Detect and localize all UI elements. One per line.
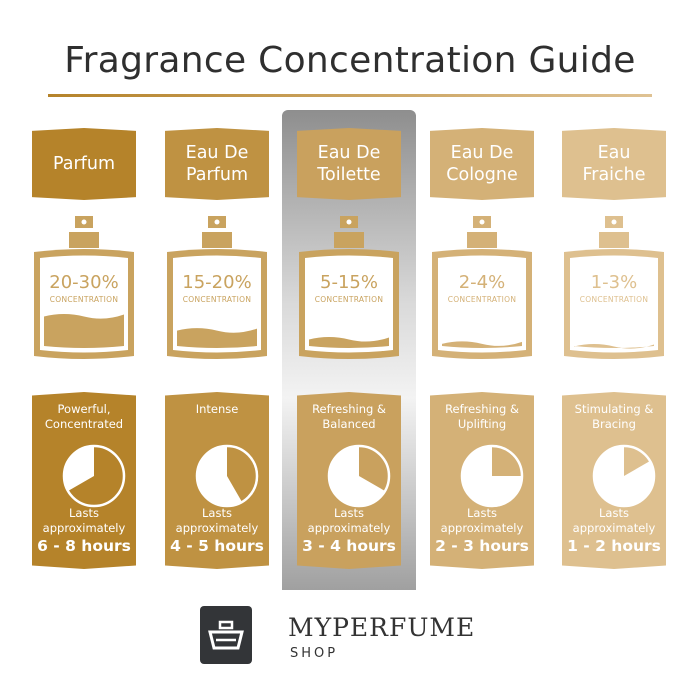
pie-hours-wedge xyxy=(68,446,124,506)
column-2: Eau De Toilette 5-15% CONCENTRATION Refre… xyxy=(297,0,401,700)
approx-label: approximately xyxy=(175,521,259,535)
description-line: Refreshing & xyxy=(445,402,519,416)
bottle-neck xyxy=(202,232,232,248)
lasts-label: Lasts xyxy=(467,506,497,520)
pie-hours-wedge xyxy=(492,446,522,476)
column-1: Eau De Parfum 15-20% CONCENTRATION Intens… xyxy=(165,0,269,700)
clock-pie-icon xyxy=(62,444,126,508)
bottle-neck xyxy=(69,232,99,248)
column-3: Eau De Cologne 2-4% CONCENTRATION Refresh… xyxy=(430,0,534,700)
bottle-neck xyxy=(467,232,497,248)
duration-hours: 4 - 5 hours xyxy=(170,537,264,555)
description-line: Balanced xyxy=(322,417,376,431)
bottle-icon xyxy=(167,216,267,359)
title-divider xyxy=(48,94,652,97)
concentration-percent: 2-4% xyxy=(458,272,506,293)
approx-label: approximately xyxy=(572,521,656,535)
longevity-card: Stimulating & Bracing Lasts approximately … xyxy=(562,392,666,569)
type-name-line: Parfum xyxy=(186,165,248,185)
approx-label: approximately xyxy=(440,521,524,535)
brand-subtitle: SHOP xyxy=(290,646,339,661)
description-line: Refreshing & xyxy=(312,402,386,416)
column-4: Eau Fraiche 1-3% CONCENTRATION Stimulatin… xyxy=(562,0,666,700)
lasts-label: Lasts xyxy=(69,506,99,520)
concentration-percent: 1-3% xyxy=(590,272,638,293)
bottle-liquid xyxy=(177,328,257,348)
bottle-nozzle xyxy=(214,219,220,225)
concentration-percent: 20-30% xyxy=(49,272,119,293)
bottle-icon xyxy=(34,216,134,359)
lasts-label: Lasts xyxy=(334,506,364,520)
concentration-percent: 5-15% xyxy=(320,272,378,293)
concentration-label: CONCENTRATION xyxy=(182,295,252,304)
lasts-label: Lasts xyxy=(202,506,232,520)
bottle-nozzle xyxy=(611,219,617,225)
clock-pie-icon xyxy=(195,444,259,508)
bottle-liquid xyxy=(44,314,124,348)
duration-hours: 3 - 4 hours xyxy=(302,537,396,555)
clock-pie-icon xyxy=(327,444,391,508)
type-name-line: Eau De xyxy=(317,143,381,163)
longevity-card: Powerful, Concentrated Lasts approximately… xyxy=(32,392,136,569)
concentration-label: CONCENTRATION xyxy=(314,295,384,304)
bottle-liquid xyxy=(574,343,654,349)
type-label: Eau Fraiche xyxy=(562,128,666,200)
bottle-nozzle xyxy=(346,219,352,225)
bottle-icon xyxy=(299,216,399,359)
duration-hours: 6 - 8 hours xyxy=(37,537,131,555)
bottle-liquid xyxy=(442,341,522,348)
type-name-line: Cologne xyxy=(446,165,518,185)
approx-label: approximately xyxy=(307,521,391,535)
bottle-neck xyxy=(334,232,364,248)
type-name-line: Fraiche xyxy=(582,165,646,185)
type-name-line: Parfum xyxy=(53,154,115,174)
brand-name: MYPERFUME xyxy=(288,613,476,642)
duration-hours: 1 - 2 hours xyxy=(567,537,661,555)
approx-label: approximately xyxy=(42,521,126,535)
type-label: Parfum xyxy=(32,128,136,200)
description-line: Concentrated xyxy=(44,417,124,431)
description-line: Powerful, xyxy=(57,402,111,416)
description-line: Uplifting xyxy=(457,417,507,431)
description-line: Stimulating & xyxy=(574,402,654,416)
description-line: Intense xyxy=(195,402,239,416)
bottle-icon xyxy=(564,216,664,359)
concentration-label: CONCENTRATION xyxy=(447,295,517,304)
type-label: Eau De Parfum xyxy=(165,128,269,200)
concentration-label: CONCENTRATION xyxy=(49,295,119,304)
logo-icon xyxy=(200,606,252,664)
longevity-card: Intense Lasts approximately 4 - 5 hours xyxy=(165,392,269,569)
type-name-line: Eau xyxy=(597,143,631,163)
clock-pie-icon xyxy=(592,444,656,508)
concentration-percent: 15-20% xyxy=(182,272,252,293)
column-0: Parfum 20-30% CONCENTRATION Powerful, Con… xyxy=(32,0,136,700)
type-label: Eau De Cologne xyxy=(430,128,534,200)
page-title: Fragrance Concentration Guide xyxy=(64,40,636,81)
type-label: Eau De Toilette xyxy=(297,128,401,200)
longevity-card: Refreshing & Balanced Lasts approximately … xyxy=(297,392,401,569)
bottle-neck xyxy=(599,232,629,248)
pie-hours-wedge xyxy=(227,445,258,502)
type-name-line: Eau De xyxy=(185,143,249,163)
concentration-label: CONCENTRATION xyxy=(579,295,649,304)
bottle-nozzle xyxy=(81,219,87,225)
description-line: Bracing xyxy=(592,417,636,431)
type-name-line: Toilette xyxy=(317,165,381,185)
type-name-line: Eau De xyxy=(450,143,514,163)
lasts-label: Lasts xyxy=(599,506,629,520)
duration-hours: 2 - 3 hours xyxy=(435,537,529,555)
longevity-card: Refreshing & Uplifting Lasts approximately… xyxy=(430,392,534,569)
bottle-liquid xyxy=(309,336,389,348)
bottle-icon xyxy=(432,216,532,359)
clock-pie-icon xyxy=(460,444,524,508)
bottle-nozzle xyxy=(479,219,485,225)
